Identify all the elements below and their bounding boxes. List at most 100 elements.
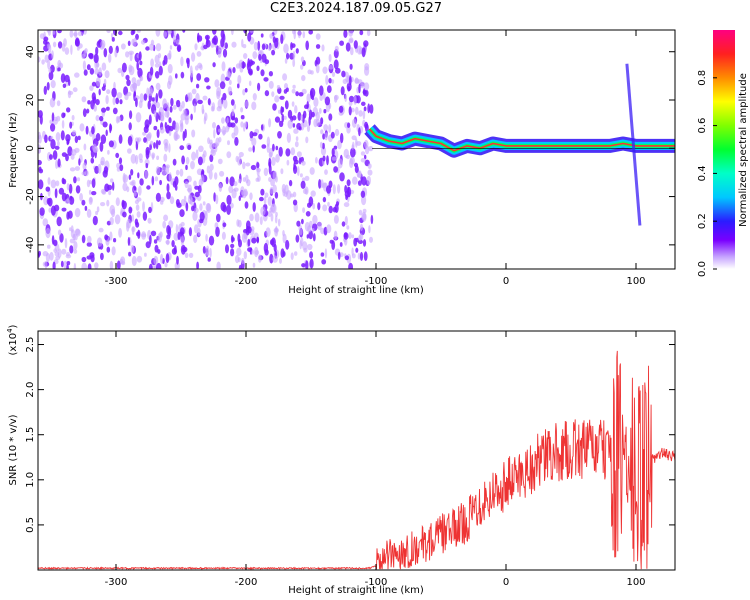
noise-blob xyxy=(221,117,225,124)
noise-blob xyxy=(202,246,206,254)
noise-blob xyxy=(367,103,371,114)
noise-blob xyxy=(231,30,234,36)
noise-blob xyxy=(309,251,314,259)
noise-blob xyxy=(328,113,333,121)
noise-blob xyxy=(161,166,167,176)
noise-blob xyxy=(340,86,345,96)
noise-blob xyxy=(348,232,352,239)
noise-blob xyxy=(252,93,257,101)
noise-blob xyxy=(38,110,43,119)
noise-blob xyxy=(291,43,296,48)
noise-blob xyxy=(230,248,235,257)
noise-blob xyxy=(61,207,67,212)
noise-blob xyxy=(110,178,114,183)
noise-blob xyxy=(226,70,231,78)
noise-blob xyxy=(293,128,299,134)
noise-blob xyxy=(198,145,204,153)
noise-blob xyxy=(231,188,237,199)
noise-blob xyxy=(83,69,88,76)
noise-blob xyxy=(114,49,118,58)
noise-blob xyxy=(238,195,241,202)
noise-blob xyxy=(207,257,211,262)
noise-blob xyxy=(247,32,252,42)
noise-blob xyxy=(76,46,80,51)
noise-blob xyxy=(326,185,332,194)
noise-blob xyxy=(255,177,260,182)
noise-blob xyxy=(341,70,346,78)
noise-blob xyxy=(180,113,187,121)
noise-blob xyxy=(172,104,177,110)
noise-blob xyxy=(131,255,137,267)
noise-blob xyxy=(149,140,154,146)
noise-blob xyxy=(73,262,77,269)
noise-blob xyxy=(38,56,41,63)
noise-blob xyxy=(156,262,162,269)
snr-series-line xyxy=(38,350,675,570)
noise-blob xyxy=(292,58,296,68)
noise-blob xyxy=(260,69,265,77)
noise-blob xyxy=(137,67,143,78)
noise-blob xyxy=(118,134,123,144)
noise-blob xyxy=(174,184,178,191)
noise-blob xyxy=(194,43,198,51)
noise-blob xyxy=(111,87,117,98)
noise-blob xyxy=(309,167,315,175)
noise-region xyxy=(38,30,374,269)
noise-blob xyxy=(333,145,338,150)
noise-blob xyxy=(182,246,188,253)
noise-blob xyxy=(136,211,141,218)
noise-blob xyxy=(329,239,334,244)
noise-blob xyxy=(204,34,210,41)
noise-blob xyxy=(74,38,80,47)
noise-blob xyxy=(39,33,45,39)
noise-blob xyxy=(208,169,213,180)
noise-blob xyxy=(112,181,115,191)
noise-blob xyxy=(257,82,261,92)
noise-blob xyxy=(295,48,299,54)
noise-blob xyxy=(348,30,354,37)
noise-blob xyxy=(116,92,123,99)
noise-blob xyxy=(331,79,335,84)
noise-blob xyxy=(237,74,242,85)
noise-blob xyxy=(252,144,255,153)
noise-blob xyxy=(50,123,56,132)
noise-blob xyxy=(148,114,152,125)
noise-blob xyxy=(61,112,66,119)
noise-blob xyxy=(244,201,249,209)
noise-blob xyxy=(247,247,253,253)
noise-blob xyxy=(212,62,216,68)
noise-blob xyxy=(155,139,159,150)
noise-blob xyxy=(168,172,172,182)
noise-blob xyxy=(145,163,149,169)
noise-blob xyxy=(281,113,285,123)
noise-blob xyxy=(351,135,357,141)
noise-blob xyxy=(108,53,112,63)
noise-blob xyxy=(83,49,87,57)
noise-blob xyxy=(148,206,152,214)
noise-blob xyxy=(108,190,112,196)
noise-blob xyxy=(230,235,234,243)
noise-blob xyxy=(149,89,153,95)
noise-blob xyxy=(69,167,76,172)
noise-blob xyxy=(38,159,42,166)
noise-blob xyxy=(300,56,305,63)
noise-blob xyxy=(74,207,81,218)
noise-blob xyxy=(38,168,44,174)
noise-blob xyxy=(248,80,252,87)
noise-blob xyxy=(143,125,149,133)
noise-blob xyxy=(272,170,278,181)
noise-blob xyxy=(223,98,228,109)
noise-blob xyxy=(57,30,62,34)
noise-blob xyxy=(39,207,45,216)
noise-blob xyxy=(243,190,249,197)
noise-blob xyxy=(227,122,233,128)
noise-blob xyxy=(369,104,374,114)
noise-blob xyxy=(68,183,73,194)
noise-blob xyxy=(332,184,336,195)
noise-blob xyxy=(328,77,332,84)
noise-blob xyxy=(74,147,80,153)
noise-blob xyxy=(99,115,104,122)
noise-blob xyxy=(322,66,328,74)
noise-blob xyxy=(182,30,186,33)
